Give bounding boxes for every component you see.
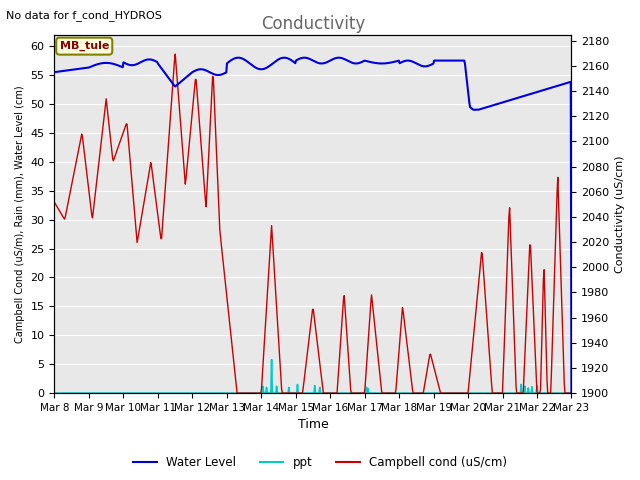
X-axis label: Time: Time [298, 419, 328, 432]
Text: No data for f_cond_HYDROS: No data for f_cond_HYDROS [6, 10, 163, 21]
Legend: Water Level, ppt, Campbell cond (uS/cm): Water Level, ppt, Campbell cond (uS/cm) [128, 452, 512, 474]
Y-axis label: Conductivity (uS/cm): Conductivity (uS/cm) [615, 155, 625, 273]
Title: Conductivity: Conductivity [261, 15, 365, 33]
Y-axis label: Campbell Cond (uS/m), Rain (mm), Water Level (cm): Campbell Cond (uS/m), Rain (mm), Water L… [15, 85, 25, 343]
Text: MB_tule: MB_tule [60, 41, 109, 51]
